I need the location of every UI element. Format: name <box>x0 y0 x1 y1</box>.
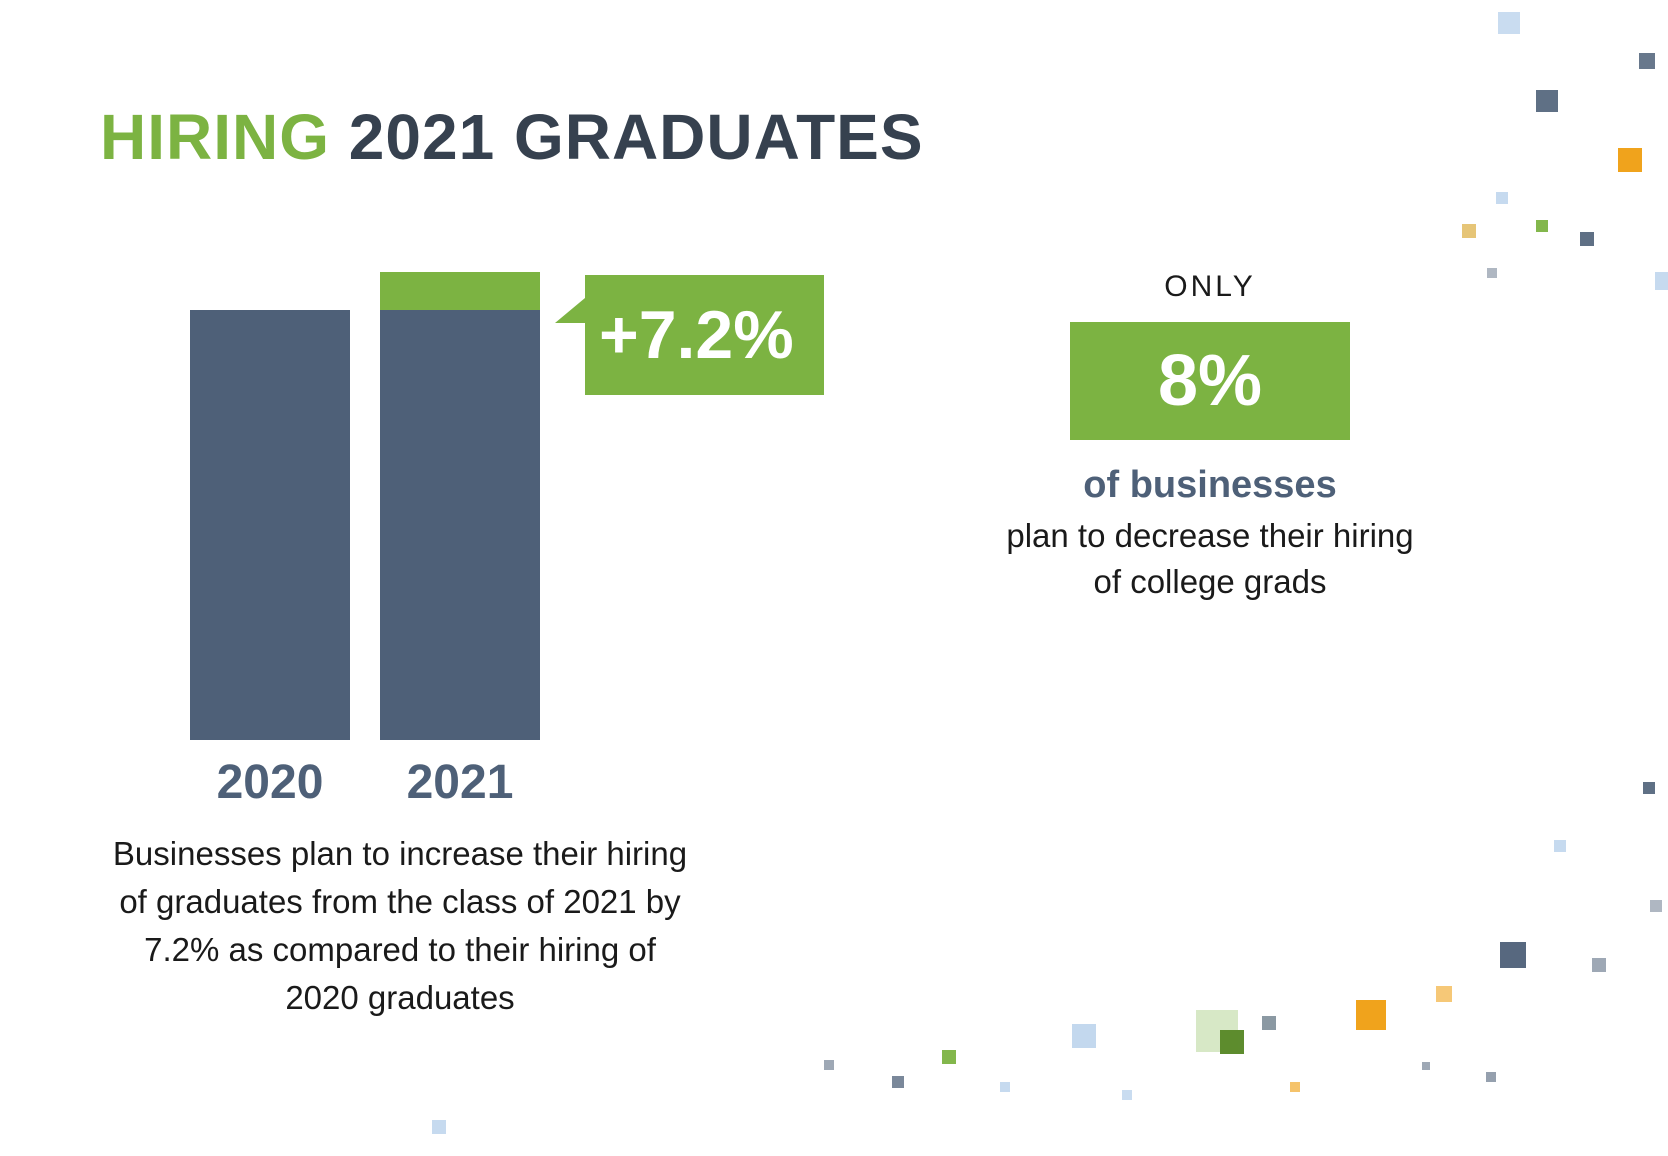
confetti-square <box>1536 90 1558 112</box>
confetti-square <box>1000 1082 1010 1092</box>
confetti-square <box>432 1120 446 1134</box>
bar-2021-body <box>380 310 540 740</box>
confetti-square <box>1639 53 1655 69</box>
bar-2020-label: 2020 <box>190 755 350 810</box>
stat-eyebrow: ONLY <box>1005 270 1415 304</box>
confetti-square <box>1498 12 1520 34</box>
stat-body: plan to decrease their hiring of college… <box>1005 513 1415 605</box>
confetti-square <box>1580 232 1594 246</box>
bar-2021-label: 2021 <box>380 755 540 810</box>
confetti-square <box>1290 1082 1300 1092</box>
confetti-square <box>1356 1000 1386 1030</box>
confetti-square <box>1220 1030 1244 1054</box>
bar-chart: 2020 2021 <box>190 270 550 740</box>
confetti-square <box>1592 958 1606 972</box>
confetti-square <box>1487 268 1497 278</box>
confetti-square <box>942 1050 956 1064</box>
bar-2020: 2020 <box>190 310 350 740</box>
confetti-square <box>1122 1090 1132 1100</box>
bar-2021: 2021 <box>380 272 540 740</box>
stat-subhead: of businesses <box>1005 464 1415 507</box>
confetti-square <box>1618 148 1642 172</box>
stat-value: 8% <box>1070 322 1350 440</box>
confetti-square <box>1536 220 1548 232</box>
confetti-square <box>1650 900 1662 912</box>
callout-value: +7.2% <box>585 275 824 395</box>
confetti-square <box>1655 272 1668 290</box>
confetti-square <box>1422 1062 1430 1070</box>
confetti-square <box>1486 1072 1496 1082</box>
confetti-square <box>892 1076 904 1088</box>
bar-2020-body <box>190 310 350 740</box>
confetti-square <box>824 1060 834 1070</box>
title-word-hiring: HIRING <box>100 101 330 173</box>
confetti-square <box>1496 192 1508 204</box>
stat-block: ONLY 8% of businesses plan to decrease t… <box>1005 270 1415 605</box>
confetti-square <box>1072 1024 1096 1048</box>
bar-2021-increment <box>380 272 540 310</box>
confetti-square <box>1462 224 1476 238</box>
page-title: HIRING 2021 GRADUATES <box>100 100 924 174</box>
confetti-square <box>1500 942 1526 968</box>
confetti-square <box>1262 1016 1276 1030</box>
confetti-square <box>1436 986 1452 1002</box>
confetti-square <box>1643 782 1655 794</box>
increase-callout: +7.2% <box>555 275 824 395</box>
chart-description: Businesses plan to increase their hiring… <box>110 830 690 1021</box>
title-word-graduates: 2021 GRADUATES <box>349 101 924 173</box>
confetti-square <box>1554 840 1566 852</box>
callout-notch-icon <box>555 298 585 323</box>
